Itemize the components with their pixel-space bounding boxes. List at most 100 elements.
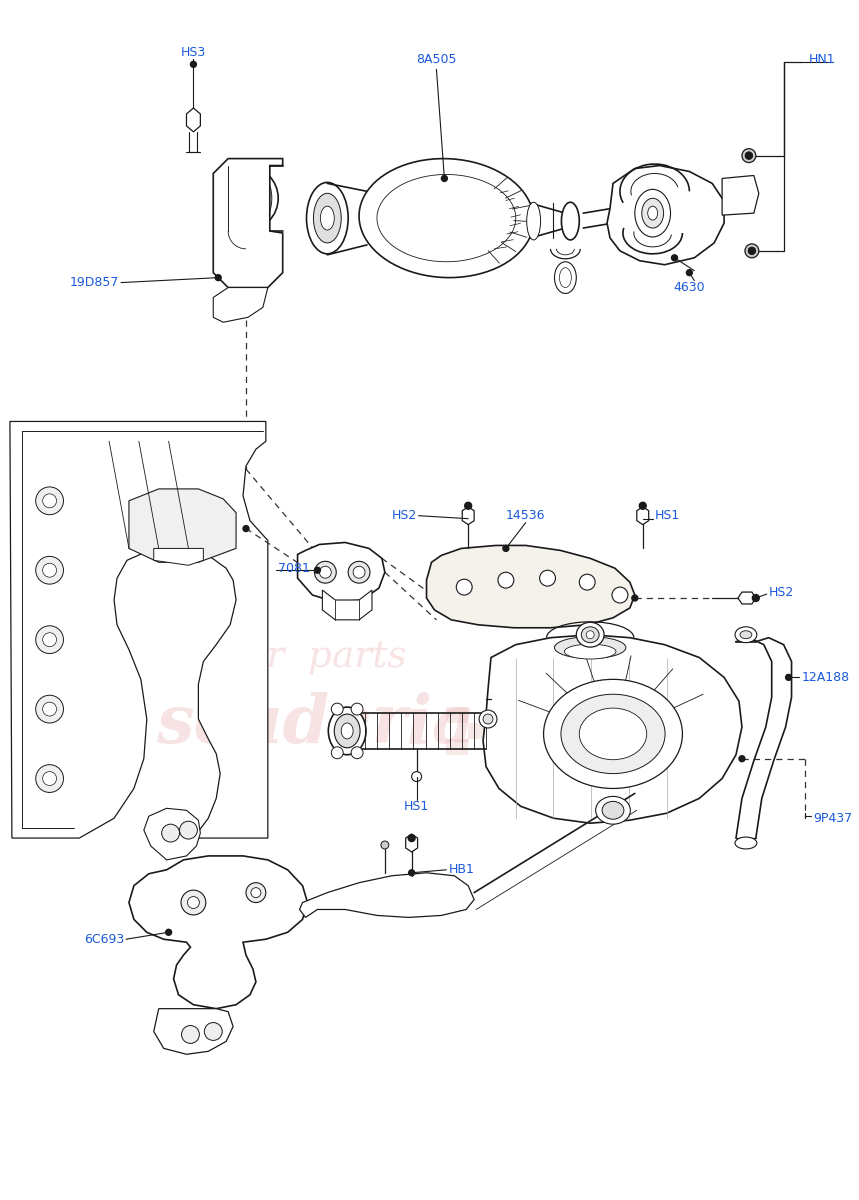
Circle shape (243, 526, 249, 532)
Polygon shape (359, 158, 533, 277)
Ellipse shape (351, 746, 363, 758)
Ellipse shape (348, 562, 370, 583)
Ellipse shape (187, 896, 199, 908)
Ellipse shape (246, 883, 265, 902)
Ellipse shape (554, 637, 626, 659)
Circle shape (632, 595, 637, 601)
Ellipse shape (334, 714, 360, 748)
Bar (490, 739, 512, 755)
Ellipse shape (498, 572, 514, 588)
Text: HS3: HS3 (180, 46, 206, 59)
Ellipse shape (539, 570, 556, 586)
Bar (490, 707, 512, 722)
Ellipse shape (314, 562, 336, 583)
Text: HS1: HS1 (655, 509, 680, 522)
Ellipse shape (161, 824, 180, 842)
Ellipse shape (582, 626, 599, 643)
Ellipse shape (742, 149, 756, 162)
Ellipse shape (579, 708, 647, 760)
Polygon shape (322, 590, 372, 620)
Ellipse shape (328, 707, 366, 755)
Ellipse shape (648, 206, 658, 220)
Text: HB1: HB1 (448, 863, 474, 876)
Ellipse shape (36, 557, 64, 584)
Ellipse shape (564, 644, 616, 659)
Text: car  parts: car parts (223, 640, 407, 676)
Polygon shape (186, 108, 200, 132)
Bar (447, 707, 468, 722)
Text: 6C693: 6C693 (83, 932, 124, 946)
Polygon shape (10, 421, 268, 838)
Polygon shape (154, 548, 204, 565)
Bar (533, 707, 556, 722)
Ellipse shape (36, 764, 64, 792)
Ellipse shape (411, 772, 422, 781)
Polygon shape (213, 158, 283, 288)
Ellipse shape (320, 206, 334, 230)
Ellipse shape (544, 679, 682, 788)
Circle shape (672, 254, 678, 260)
Ellipse shape (456, 580, 472, 595)
Ellipse shape (745, 244, 758, 258)
Polygon shape (738, 592, 756, 604)
Ellipse shape (181, 1026, 199, 1043)
Ellipse shape (239, 178, 267, 220)
Ellipse shape (586, 631, 594, 638)
Circle shape (409, 870, 415, 876)
Text: 8A505: 8A505 (417, 53, 457, 66)
Polygon shape (637, 506, 649, 524)
Ellipse shape (36, 625, 64, 654)
Ellipse shape (235, 169, 271, 227)
Bar (468, 722, 490, 739)
Ellipse shape (320, 566, 332, 578)
Ellipse shape (43, 772, 57, 786)
Ellipse shape (332, 746, 344, 758)
Ellipse shape (479, 710, 497, 728)
Text: 9P437: 9P437 (813, 811, 852, 824)
Ellipse shape (332, 703, 344, 715)
Circle shape (408, 834, 415, 841)
Ellipse shape (595, 797, 631, 824)
Ellipse shape (579, 575, 595, 590)
Ellipse shape (527, 203, 540, 240)
Text: 14536: 14536 (506, 509, 545, 522)
Text: HS2: HS2 (769, 586, 794, 599)
Ellipse shape (381, 841, 389, 848)
Circle shape (746, 152, 752, 160)
Text: HS1: HS1 (404, 800, 430, 812)
Ellipse shape (43, 563, 57, 577)
Bar (447, 739, 468, 755)
Ellipse shape (576, 623, 604, 647)
Polygon shape (154, 1009, 233, 1055)
Ellipse shape (351, 703, 363, 715)
Polygon shape (427, 546, 635, 628)
Polygon shape (405, 834, 417, 852)
Bar (577, 739, 599, 755)
Ellipse shape (748, 247, 755, 254)
Ellipse shape (483, 714, 493, 724)
Polygon shape (300, 872, 474, 918)
Polygon shape (297, 542, 385, 602)
Text: HS2: HS2 (392, 509, 417, 522)
Ellipse shape (314, 193, 341, 242)
Circle shape (166, 929, 172, 935)
Ellipse shape (562, 203, 579, 240)
Bar (577, 707, 599, 722)
Polygon shape (143, 809, 200, 860)
Ellipse shape (561, 695, 665, 774)
Ellipse shape (204, 1022, 222, 1040)
Circle shape (465, 503, 472, 509)
Ellipse shape (746, 152, 752, 160)
Ellipse shape (554, 262, 576, 294)
Circle shape (786, 674, 791, 680)
Ellipse shape (735, 838, 757, 848)
Ellipse shape (36, 695, 64, 722)
Circle shape (752, 594, 759, 601)
Ellipse shape (43, 632, 57, 647)
Polygon shape (722, 175, 758, 215)
Circle shape (739, 756, 745, 762)
Ellipse shape (635, 190, 671, 236)
Bar (512, 722, 533, 739)
Polygon shape (129, 488, 236, 563)
Polygon shape (607, 166, 724, 265)
